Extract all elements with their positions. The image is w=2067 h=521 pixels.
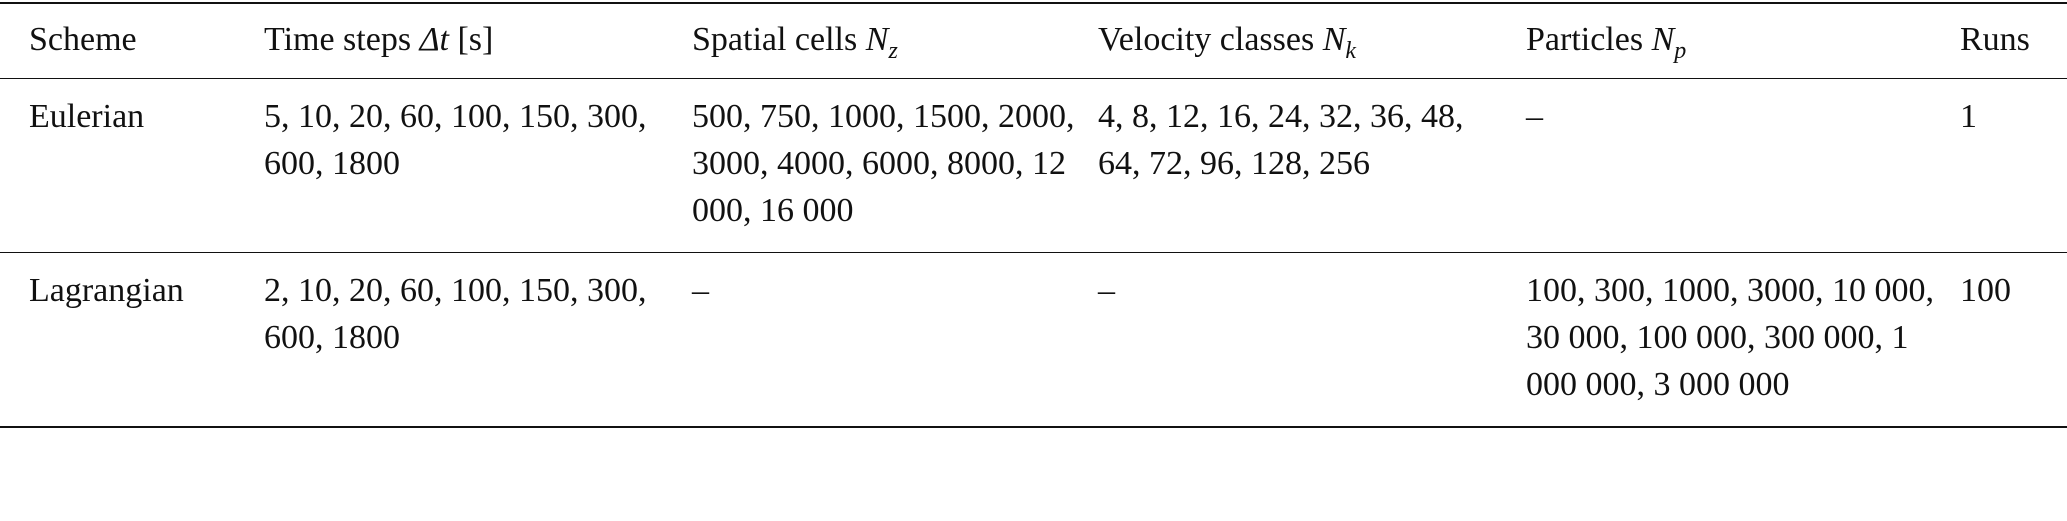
header-symbol: N (865, 21, 889, 58)
table-cell: 1 (1960, 98, 1977, 135)
header-text: Velocity classes (1098, 21, 1315, 58)
table-row: Eulerian 5, 10, 20, 60, 100, 150, 300, 60… (0, 79, 2067, 253)
table-cell: – (1098, 272, 1115, 309)
header-unit: [s] (457, 21, 494, 58)
table-cell: 500, 750, 1000, 1500, 2000, 3000, 4000, … (692, 98, 1075, 229)
header-symbol: N (1651, 21, 1675, 58)
header-text: Spatial cells (692, 21, 858, 58)
header-text: Particles (1526, 21, 1644, 58)
column-header: Runs (1960, 3, 2067, 79)
table-cell: Eulerian (29, 98, 145, 135)
table-cell: 4, 8, 12, 16, 24, 32, 36, 48, 64, 72, 96… (1098, 98, 1464, 182)
header-text: Scheme (29, 21, 137, 58)
header-text: Runs (1960, 21, 2030, 58)
column-header: Particles Np (1526, 3, 1960, 79)
table-cell: Lagrangian (29, 272, 184, 309)
table-cell: 5, 10, 20, 60, 100, 150, 300, 600, 1800 (264, 98, 647, 182)
column-header: Scheme (0, 3, 264, 79)
table-cell: 100, 300, 1000, 3000, 10 000, 30 000, 10… (1526, 272, 1934, 403)
data-table: Scheme Time steps Δt [s] Spatial cells Nz V… (0, 2, 2067, 428)
table-cell: 100 (1960, 272, 2011, 309)
header-text: Time steps (264, 21, 412, 58)
column-header: Velocity classes Nk (1098, 3, 1526, 79)
column-header: Spatial cells Nz (692, 3, 1098, 79)
table-cell: – (692, 272, 709, 309)
header-subscript: k (1345, 37, 1357, 64)
table-cell: – (1526, 98, 1543, 135)
header-subscript: p (1674, 37, 1687, 64)
header-symbol: N (1322, 21, 1346, 58)
header-row: Scheme Time steps Δt [s] Spatial cells Nz V… (0, 3, 2067, 79)
column-header: Time steps Δt [s] (264, 3, 692, 79)
header-symbol: Δt (419, 21, 449, 58)
table-row: Lagrangian 2, 10, 20, 60, 100, 150, 300, … (0, 253, 2067, 427)
header-subscript: z (888, 37, 898, 64)
table-cell: 2, 10, 20, 60, 100, 150, 300, 600, 1800 (264, 272, 647, 356)
